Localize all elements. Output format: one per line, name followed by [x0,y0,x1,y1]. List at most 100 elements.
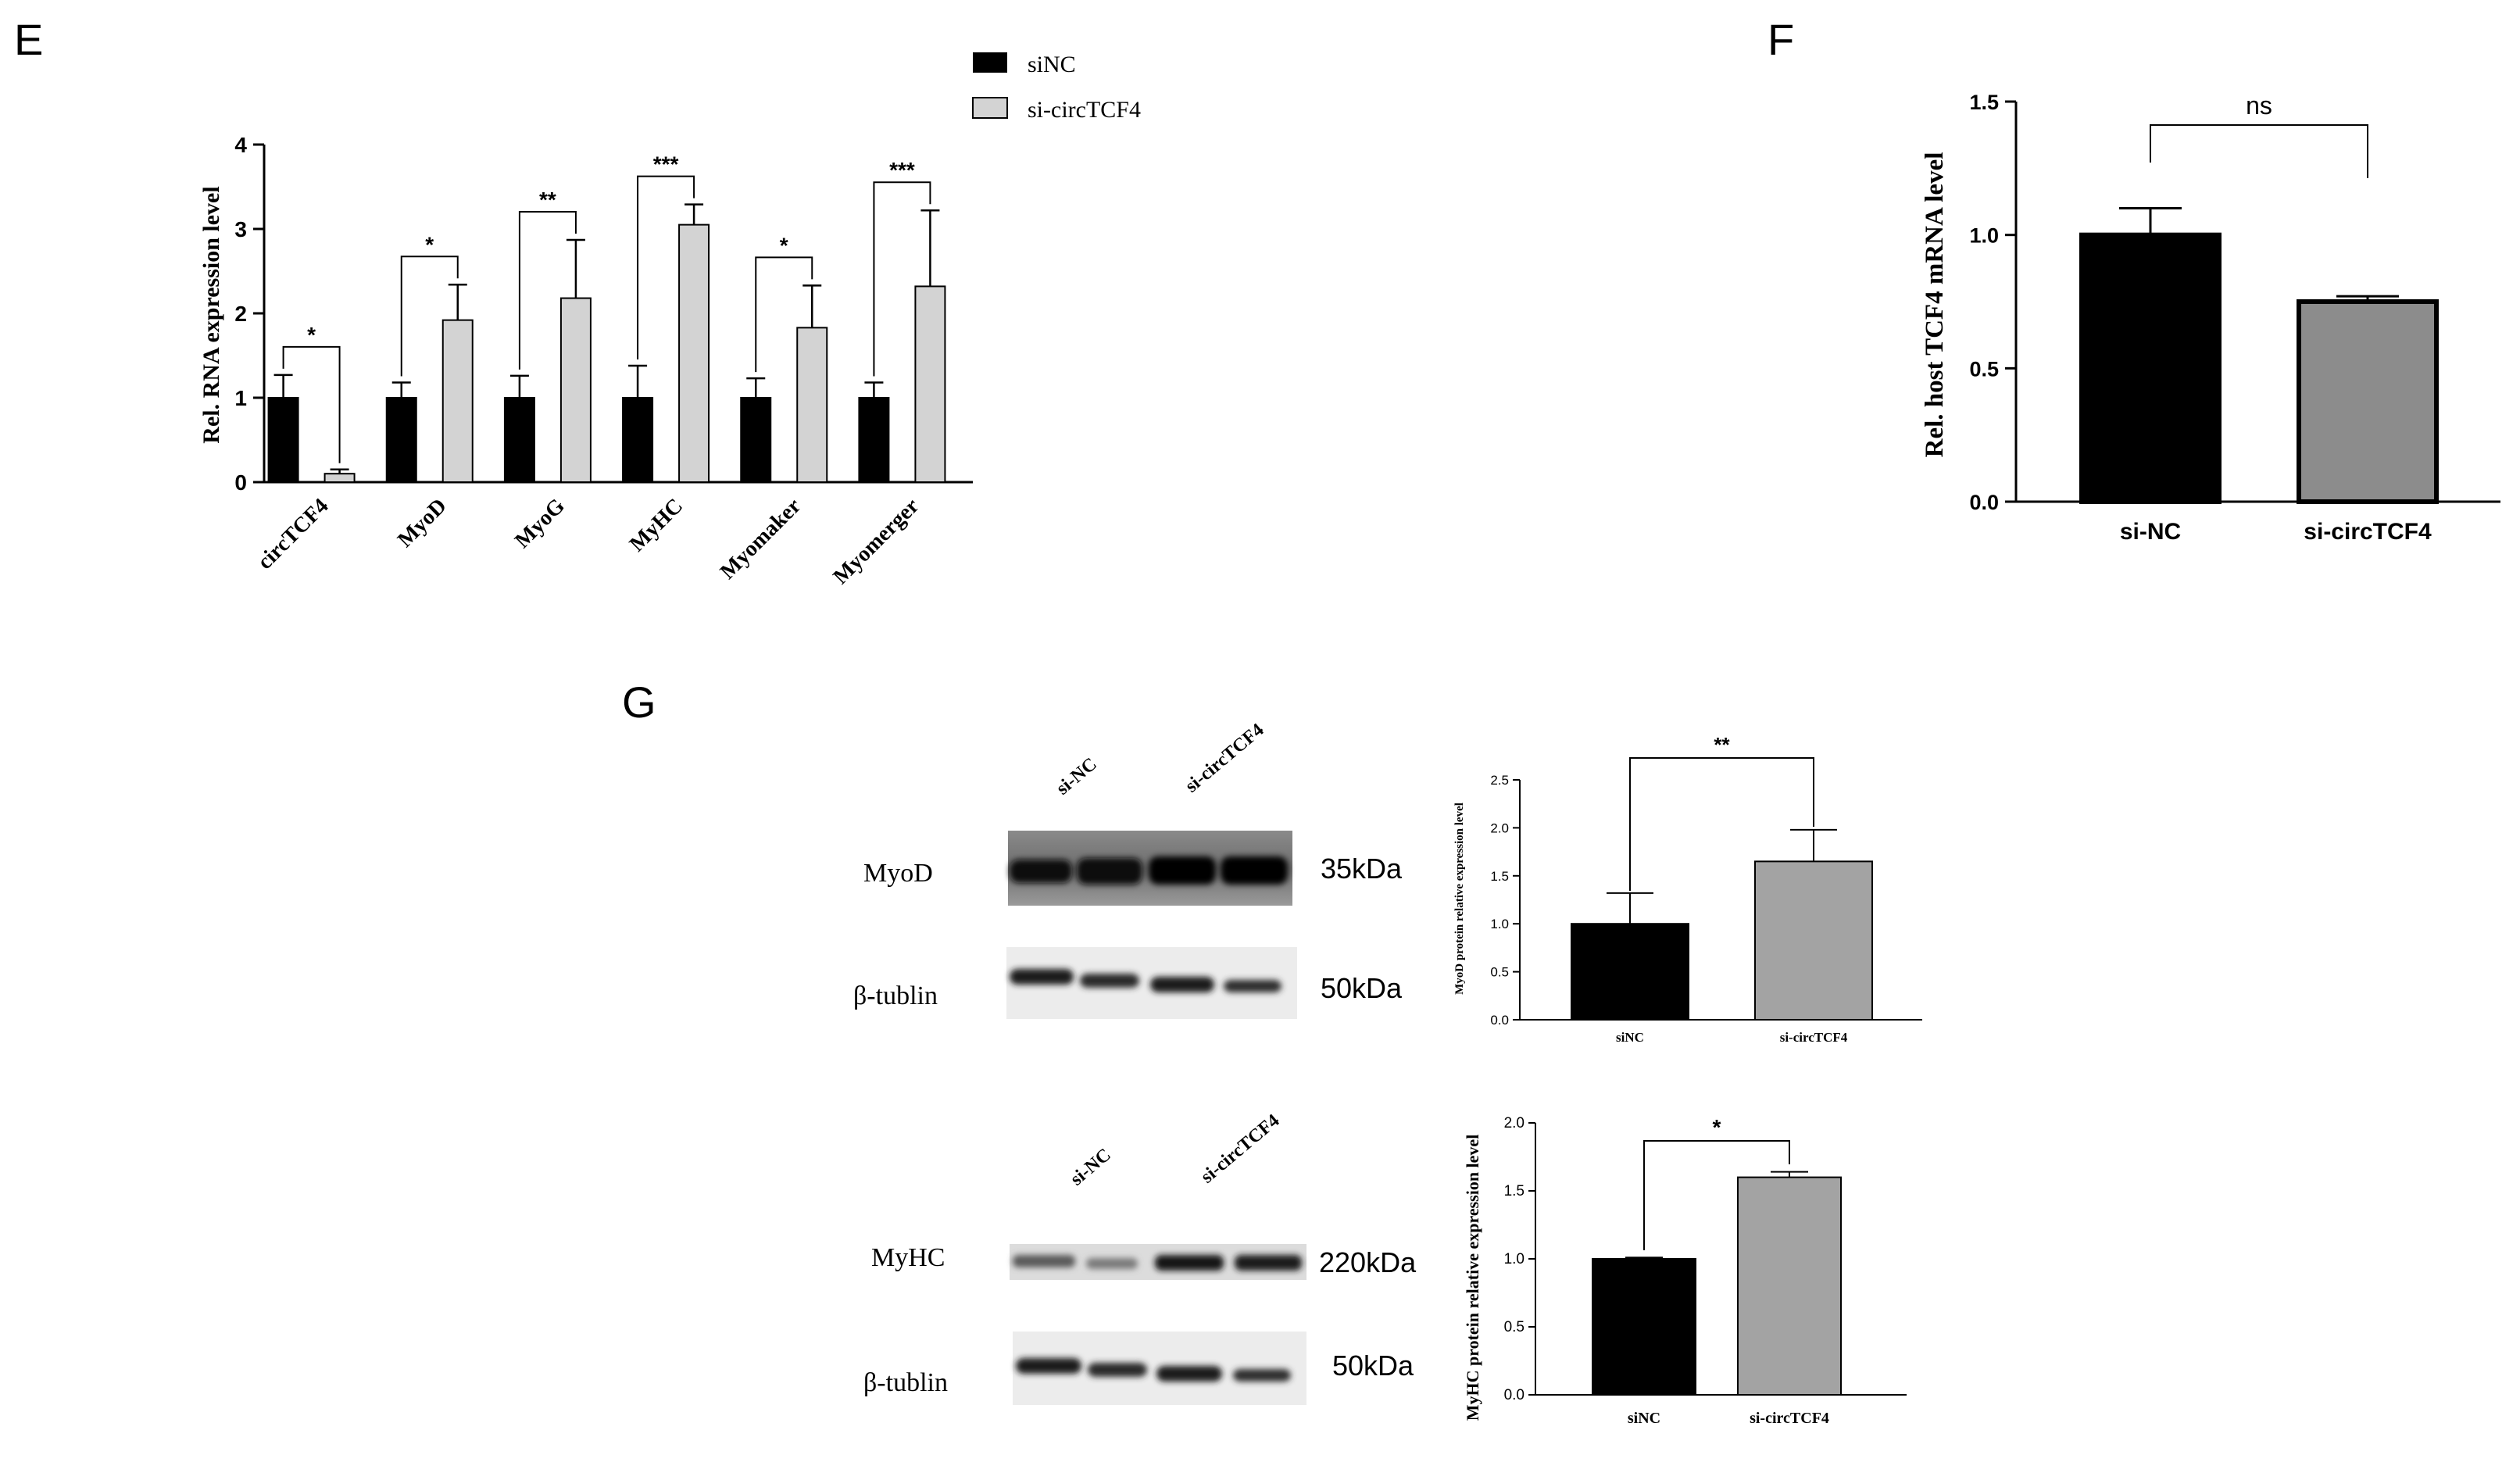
chart-g-myhc: MyHC protein relative expression level 0… [1463,1115,1907,1427]
chart-g-myod: MyoD protein relative expression level 0… [1453,733,1922,1045]
chart-g-myhc-x-tick-label-sinc: siNC [1628,1410,1660,1427]
chart-g-myod-y-tick-label-0: 0.0 [1490,1013,1509,1028]
chart-g-myod-y-tick-label-1: 0.5 [1490,965,1509,980]
chart-e-bracket-myod [400,256,459,377]
chart-g-myhc-y-axis-title: MyHC protein relative expression level [1463,1135,1482,1421]
blot-2-lane-label-si-nc: si-NC [1067,1145,1115,1190]
chart-g-myod-bar-si-circtcf4 [1754,860,1873,1021]
chart-e-bar-myomerger-si-circtcf4 [914,285,946,483]
chart-e-x-tick-label-myhc: MyHC [625,494,688,556]
chart-f-x-tick-label-si-nc: si-NC [2120,519,2181,545]
chart-g-myhc-bar-sinc [1592,1258,1696,1396]
chart-e-bar-circtcf4-sinc [267,397,299,483]
panel-letter-f: F [1768,15,1794,64]
chart-f-y-tick-label-2: 1.0 [1969,224,1999,248]
chart-f: Rel. host TCF4 mRNA level 0.0 0.5 1.0 1.5 n… [1921,91,2500,545]
chart-g-myod-y-tick-label-5: 2.5 [1490,773,1509,788]
blot-1-size-myod: 35kDa [1321,853,1403,885]
chart-g-myhc-x-tick-label-si-circtcf4: si-circTCF4 [1750,1410,1829,1427]
chart-f-significance: ns [2246,91,2272,120]
chart-e-bracket-myog [518,211,577,370]
chart-g-myhc-y-tick-label-4: 2.0 [1504,1115,1525,1131]
blot-image-myhc [1010,1244,1306,1280]
chart-e-bar-myog-si-circtcf4 [559,297,592,483]
chart-e-bar-circtcf4-si-circtcf4 [323,473,356,484]
chart-f-y-tick-label-0: 0.0 [1969,491,1999,514]
chart-f-y-axis-title: Rel. host TCF4 mRNA level [1921,152,1949,458]
legend-swatch-si-circtcf4 [972,97,1008,119]
chart-f-bar-si-circtcf4 [2297,299,2439,504]
legend-swatch-sinc [973,52,1007,73]
blot-2-row-label-myhc: MyHC [871,1243,945,1272]
chart-g-myhc-y-tick-label-0: 0.0 [1504,1387,1525,1403]
chart-e-y-tick-label-0: 0 [234,470,247,495]
chart-e-bar-myomaker-si-circtcf4 [796,327,828,483]
chart-g-myod-bracket [1629,757,1814,891]
chart-e-significance-myomerger: *** [889,158,915,182]
blot-2-size-beta-tublin: 50kDa [1332,1350,1414,1382]
chart-e-y-tick-label-2: 2 [234,302,247,326]
blot-2-size-myhc: 220kDa [1319,1246,1417,1278]
chart-g-myod-x-tick-label-si-circtcf4: si-circTCF4 [1780,1030,1848,1045]
chart-e-bracket-myhc [637,175,695,359]
chart-e-significance-myod: * [425,232,434,256]
chart-g-myod-y-axis-title: MyoD protein relative expression level [1453,803,1466,995]
chart-e-bar-myod-si-circtcf4 [441,319,474,484]
chart-g-myod-y-tick-label-2: 1.0 [1490,917,1509,931]
chart-e-bar-myomerger-sinc [858,397,890,483]
chart-g-myhc-y-tick-label-1: 0.5 [1504,1319,1525,1335]
chart-g-myod-y-tick-label-4: 2.0 [1490,820,1509,835]
chart-e-significance-myog: ** [539,188,556,212]
legend-label-si-circtcf4: si-circTCF4 [1028,97,1141,123]
chart-e-bracket-circtcf4 [282,345,341,463]
blot-1-lane-label-si-circtcf4: si-circTCF4 [1181,720,1267,796]
panel-letter-g: G [622,677,656,727]
chart-e-y-tick-label-3: 3 [234,217,247,241]
blot-1-row-label-myod: MyoD [863,859,933,888]
chart-g-myhc-bracket [1643,1140,1790,1250]
blot-2-lane-label-si-circtcf4: si-circTCF4 [1197,1110,1283,1187]
blot-2: si-NC si-circTCF4 MyHC 220kDa β-tublin 5… [863,1110,1417,1405]
chart-f-bar-si-nc [2079,232,2222,504]
chart-g-myhc-bar-si-circtcf4 [1737,1176,1842,1396]
blot-1: si-NC si-circTCF4 MyoD 35kDa β-tublin 50… [853,720,1403,1019]
chart-e-bracket-myomerger [873,181,931,377]
chart-g-myhc-y-tick-label-3: 1.5 [1504,1183,1525,1199]
chart-g-myhc-significance: * [1713,1115,1721,1139]
chart-e-legend: siNC si-circTCF4 [972,52,1141,123]
blot-image-beta-tublin-1 [1006,947,1297,1019]
blot-1-size-beta-tublin: 50kDa [1321,972,1403,1004]
chart-e-x-tick-label-myomaker: Myomaker [716,494,806,584]
chart-e-x-tick-label-myod: MyoD [393,494,452,552]
chart-e-bar-myhc-si-circtcf4 [678,223,710,483]
chart-e-bracket-myomaker [755,256,813,373]
chart-e-bar-myog-sinc [503,397,535,483]
chart-e-significance-myhc: *** [653,152,679,177]
chart-g-myod-bar-sinc [1571,923,1689,1021]
chart-g-myod-x-tick-label-sinc: siNC [1616,1030,1644,1045]
chart-e-y-tick-label-4: 4 [234,133,247,157]
chart-e-y-axis-title: Rel. RNA expression level [198,186,224,443]
chart-g-myod-significance: ** [1714,733,1730,756]
blot-image-myod [1008,831,1292,906]
blot-2-row-label-beta-tublin: β-tublin [863,1368,948,1397]
blot-1-lane-label-si-nc: si-NC [1053,754,1101,799]
chart-f-y-tick-label-1: 0.5 [1969,357,1999,381]
chart-e-bar-myomaker-sinc [740,397,772,483]
chart-e-y-tick-label-1: 1 [234,386,247,410]
chart-f-bracket [2150,124,2368,178]
chart-e-bar-myhc-sinc [622,397,654,483]
chart-e-significance-circtcf4: * [307,323,316,347]
chart-g-myhc-y-tick-label-2: 1.0 [1504,1251,1525,1267]
chart-f-y-tick-label-3: 1.5 [1969,91,1999,114]
chart-e-x-tick-label-circtcf4: circTCF4 [253,494,334,574]
blot-1-row-label-beta-tublin: β-tublin [853,981,938,1010]
panel-letter-e: E [14,15,43,64]
chart-e-significance-myomaker: * [780,233,788,257]
legend-label-sinc: siNC [1028,52,1076,77]
chart-e-x-tick-label-myomerger: Myomerger [828,494,924,589]
chart-g-myod-y-tick-label-3: 1.5 [1490,869,1509,884]
blot-image-beta-tublin-2 [1013,1332,1306,1405]
